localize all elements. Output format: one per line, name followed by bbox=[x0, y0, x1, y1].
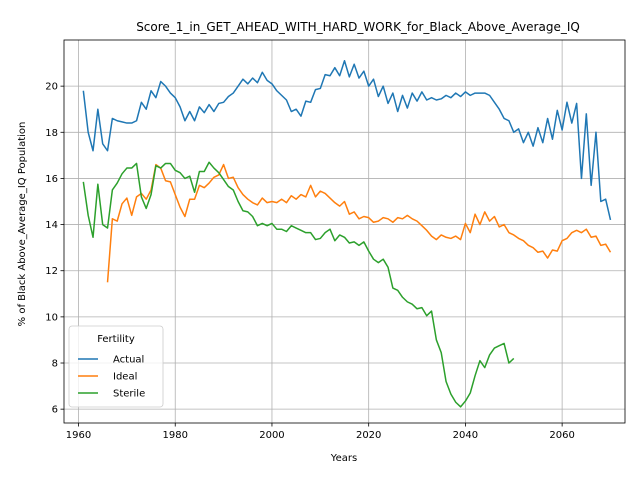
legend-label-actual: Actual bbox=[113, 355, 144, 366]
y-axis-label: % of Black Above_Average_IQ Population bbox=[17, 122, 28, 327]
legend-box bbox=[68, 325, 164, 408]
plot-area-frame bbox=[63, 39, 626, 424]
y-axis-ticks: 6 8 10 12 14 16 18 20 bbox=[45, 82, 64, 416]
series-layer bbox=[82, 60, 612, 408]
series-line-sterile bbox=[82, 161, 515, 408]
y-tick-label: 14 bbox=[45, 220, 58, 231]
x-tick-label: 2000 bbox=[259, 430, 284, 441]
x-tick-label: 2060 bbox=[549, 430, 574, 441]
x-axis-ticks: 1960 1980 2000 2020 2040 2060 bbox=[66, 423, 575, 441]
x-tick-label: 2040 bbox=[453, 430, 478, 441]
y-tick-label: 18 bbox=[45, 128, 58, 139]
y-tick-label: 16 bbox=[45, 174, 58, 185]
legend-label-sterile: Sterile bbox=[113, 389, 145, 400]
grid-lines bbox=[64, 40, 625, 423]
x-axis-label: Years bbox=[330, 453, 357, 464]
legend-entries: Actual Ideal Sterile bbox=[78, 355, 145, 400]
legend-label-ideal: Ideal bbox=[113, 372, 137, 383]
legend-title: Fertility bbox=[97, 334, 135, 345]
y-tick-label: 6 bbox=[52, 405, 58, 416]
chart-title: Score_1_in_GET_AHEAD_WITH_HARD_WORK_for_… bbox=[136, 20, 580, 34]
legend: Fertility Actual Ideal Sterile bbox=[68, 325, 164, 408]
x-tick-label: 1960 bbox=[66, 430, 91, 441]
x-tick-label: 1980 bbox=[163, 430, 188, 441]
series-line-ideal bbox=[106, 163, 612, 283]
y-tick-label: 12 bbox=[45, 266, 58, 277]
y-tick-label: 10 bbox=[45, 312, 58, 323]
y-tick-label: 20 bbox=[45, 82, 58, 93]
y-tick-label: 8 bbox=[52, 359, 58, 370]
x-tick-label: 2020 bbox=[356, 430, 381, 441]
series-line-actual bbox=[82, 60, 612, 221]
